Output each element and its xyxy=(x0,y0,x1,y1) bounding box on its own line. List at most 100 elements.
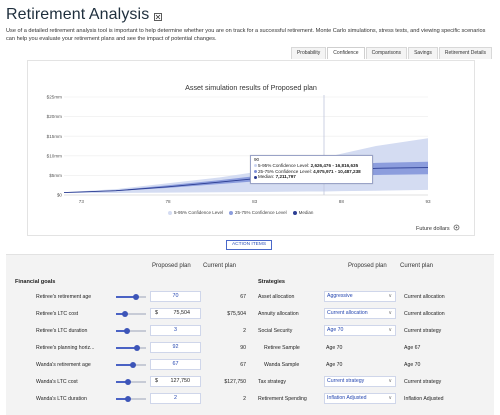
y-tick-label: $10mm xyxy=(47,153,62,158)
tab-bar: Probability Confidence Comparisons Savings R… xyxy=(290,47,492,59)
chart-title: Asset simulation results of Proposed pla… xyxy=(185,83,317,92)
goal-input-value: 2 xyxy=(174,395,177,401)
tab-savings[interactable]: Savings xyxy=(408,47,438,59)
strategy-current-value: Current allocation xyxy=(404,294,445,300)
slider-fill xyxy=(116,347,137,349)
strategy-current-value: Current strategy xyxy=(404,379,442,385)
tooltip-row: 25-75% Confidence Level: 4,975,971 - 10,… xyxy=(254,169,369,175)
currency-symbol: $ xyxy=(155,378,158,384)
strategy-row: Retirement Spending Inflation Adjusted ∨ In… xyxy=(250,393,494,405)
financial-goals-heading: Financial goals xyxy=(15,279,56,285)
strategy-select[interactable]: Current strategy ∨ xyxy=(324,376,396,387)
strategy-current-value: Age 70 xyxy=(404,362,421,368)
strategy-label: Asset allocation xyxy=(258,294,295,300)
goal-input-value: 67 xyxy=(172,361,179,367)
goal-slider[interactable] xyxy=(116,379,146,385)
x-tick-label: 83 xyxy=(252,199,258,204)
chevron-down-icon: ∨ xyxy=(388,395,392,401)
slider-knob[interactable] xyxy=(122,311,128,317)
slider-fill xyxy=(116,398,128,400)
goal-current-value: $127,750 xyxy=(224,379,246,385)
x-tick-label: 73 xyxy=(79,199,85,204)
slider-knob[interactable] xyxy=(125,396,131,402)
tab-probability[interactable]: Probability xyxy=(290,47,327,59)
strategy-label: Tax strategy xyxy=(258,379,286,385)
x-tick-label: 88 xyxy=(339,199,345,204)
strategies-current-header: Current plan xyxy=(400,263,434,269)
tooltip-row: 5-95% Confidence Level: 2,626,476 - 16,8… xyxy=(254,163,369,169)
strategy-row: Social Security Age 70 ∨ Current strategy xyxy=(250,325,494,337)
slider-knob[interactable] xyxy=(123,328,130,334)
slider-knob[interactable] xyxy=(129,362,136,368)
legend-label: Median xyxy=(298,210,314,215)
goal-input[interactable]: 2 xyxy=(150,393,201,404)
tooltip-row-value: 7,211,797 xyxy=(275,174,296,180)
strategy-select[interactable]: Inflation Adjusted ∨ xyxy=(324,393,396,404)
chevron-down-icon: ∨ xyxy=(388,378,392,384)
legend-item[interactable]: Median xyxy=(292,210,314,215)
chevron-down-icon: ∨ xyxy=(388,310,392,316)
goal-slider[interactable] xyxy=(116,396,146,402)
slider-knob[interactable] xyxy=(125,379,131,385)
legend-item[interactable]: 5-95% Confidence Level xyxy=(168,210,223,215)
y-tick-label: $15mm xyxy=(47,134,62,139)
goal-row: Retiree's LTC duration 3 2 xyxy=(6,325,250,337)
slider-knob[interactable] xyxy=(134,345,140,351)
strategy-select-value: Age 70 xyxy=(327,327,344,333)
legend-item[interactable]: 25-75% Confidence Level xyxy=(229,210,287,215)
goal-slider[interactable] xyxy=(116,345,146,351)
strategy-select-value: Current allocation xyxy=(327,310,368,316)
goal-input[interactable]: 92 xyxy=(150,342,201,353)
strategy-label: Retiree Sample xyxy=(264,345,300,351)
goal-input[interactable]: $75,504 xyxy=(150,308,201,319)
strategy-current-value: Current strategy xyxy=(404,328,442,334)
goal-input[interactable]: 3 xyxy=(150,325,201,336)
slider-knob[interactable] xyxy=(132,294,139,300)
strategy-value: Age 70 xyxy=(326,362,343,368)
legend-dot xyxy=(254,175,257,179)
gear-icon[interactable] xyxy=(453,224,460,233)
y-tick-label: $25mm xyxy=(47,95,62,100)
goal-input-value: 70 xyxy=(172,293,179,299)
legend-swatch xyxy=(292,210,297,215)
strategy-row: Tax strategy Current strategy ∨ Current str… xyxy=(250,376,494,388)
strategy-current-value: Inflation Adjusted xyxy=(404,396,444,402)
strategy-select-value: Aggressive xyxy=(327,293,353,299)
action-items-button[interactable]: ACTION ITEMS xyxy=(226,240,272,250)
tab-comparisons[interactable]: Comparisons xyxy=(365,47,408,59)
chevron-down-icon: ∨ xyxy=(388,327,392,333)
strategy-row: Annuity allocation Current allocation ∨ Cur… xyxy=(250,308,494,320)
goal-slider[interactable] xyxy=(116,294,146,300)
strategy-select[interactable]: Age 70 ∨ xyxy=(324,325,396,336)
goal-current-value: $75,504 xyxy=(227,311,246,317)
goal-slider[interactable] xyxy=(116,328,146,334)
goals-proposed-header: Proposed plan xyxy=(152,263,191,269)
goal-current-value: 67 xyxy=(240,362,246,368)
tab-retirement-details[interactable]: Retirement Details xyxy=(438,47,492,59)
strategy-label: Social Security xyxy=(258,328,293,334)
chart-legend: 5-95% Confidence Level 25-75% Confidence … xyxy=(168,210,319,215)
y-tick-label: $20mm xyxy=(47,114,62,119)
strategy-select-value: Current strategy xyxy=(327,378,365,384)
tooltip-age: 90 xyxy=(254,157,260,162)
goal-input[interactable]: 70 xyxy=(150,291,201,302)
goal-input[interactable]: $127,750 xyxy=(150,376,201,387)
chevron-down-icon: ∨ xyxy=(388,293,392,299)
goal-slider[interactable] xyxy=(116,311,146,317)
strategy-label: Wanda Sample xyxy=(264,362,300,368)
chart-tooltip: 90 5-95% Confidence Level: 2,626,476 - 1… xyxy=(250,155,373,184)
strategy-row: Retiree Sample Age 70 Age 67 xyxy=(250,342,494,354)
future-dollars-label: Future dollars xyxy=(416,225,450,232)
goal-row: Retiree's planning horiz... 92 90 xyxy=(6,342,250,354)
strategy-select[interactable]: Current allocation ∨ xyxy=(324,308,396,319)
goal-input[interactable]: 67 xyxy=(150,359,201,370)
goal-slider[interactable] xyxy=(116,362,146,368)
legend-label: 25-75% Confidence Level xyxy=(235,210,287,215)
plan-inputs-panel: Proposed plan Current plan Proposed plan… xyxy=(6,254,494,415)
tooltip-row-label: 5-95% Confidence Level: xyxy=(258,162,311,168)
y-tick-label: $5mm xyxy=(49,173,62,178)
slider-fill xyxy=(116,330,127,332)
tab-confidence[interactable]: Confidence xyxy=(327,47,365,59)
expand-icon[interactable] xyxy=(154,12,163,21)
strategy-select[interactable]: Aggressive ∨ xyxy=(324,291,396,302)
